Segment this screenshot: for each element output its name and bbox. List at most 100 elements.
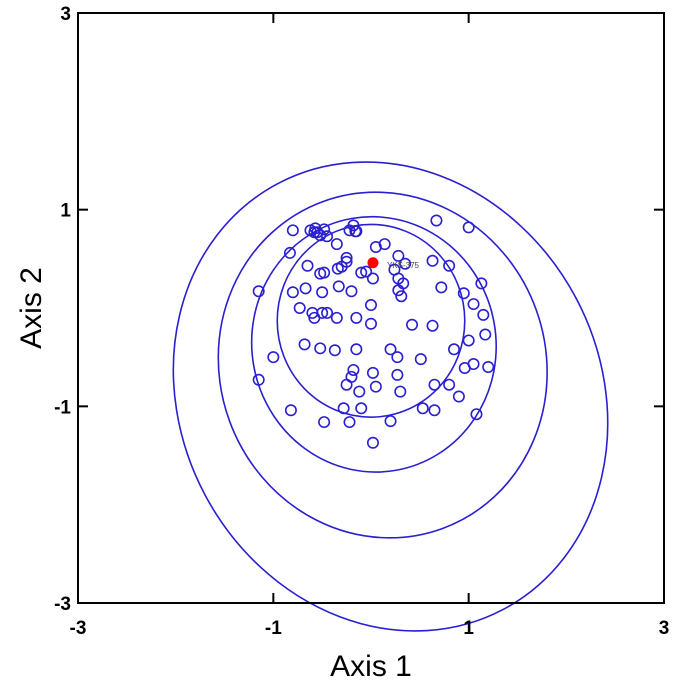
data-point <box>470 408 483 421</box>
data-point <box>366 272 379 285</box>
data-point <box>301 259 314 272</box>
data-point <box>355 266 368 279</box>
data-point <box>318 223 331 236</box>
data-point <box>378 238 391 251</box>
data-point <box>426 319 439 332</box>
y-tick-label: -1 <box>54 397 71 418</box>
data-point <box>321 230 334 243</box>
data-point <box>340 255 353 268</box>
data-point <box>391 368 404 381</box>
data-point <box>462 221 475 234</box>
data-point <box>366 436 379 449</box>
x-tick-label: -3 <box>70 618 87 639</box>
data-point <box>332 280 345 293</box>
data-point <box>328 344 341 357</box>
y-tick-label: 3 <box>60 4 71 25</box>
data-point <box>252 285 265 298</box>
data-point <box>345 285 358 298</box>
highlight-layer: YKS-375 <box>367 257 420 270</box>
data-point <box>477 308 490 321</box>
data-point <box>330 311 343 324</box>
data-point <box>458 361 471 374</box>
data-point <box>283 246 296 259</box>
plot-frame <box>77 12 665 604</box>
data-point <box>467 298 480 311</box>
confidence-ellipse-4 <box>172 161 609 632</box>
x-tick-label: -1 <box>265 618 282 639</box>
highlight-point <box>367 257 379 269</box>
data-point <box>298 338 311 351</box>
confidence-ellipse-2 <box>250 215 497 473</box>
data-point <box>347 219 360 232</box>
data-point <box>384 343 397 356</box>
data-point <box>443 259 456 272</box>
highlight-point-label: YKS-375 <box>387 261 420 270</box>
axis-ticks: -3 -1 1 3 -3 -1 1 3 <box>54 4 669 639</box>
data-point <box>394 385 407 398</box>
data-point <box>318 266 331 279</box>
data-point <box>349 225 362 238</box>
data-point <box>406 318 419 331</box>
data-point <box>355 402 368 415</box>
data-point <box>340 378 353 391</box>
data-point <box>299 282 312 295</box>
data-point <box>316 286 329 299</box>
data-point <box>462 334 475 347</box>
data-point <box>337 402 350 415</box>
data-point <box>397 277 410 290</box>
data-point <box>475 277 488 290</box>
data-point <box>366 366 379 379</box>
data-point <box>395 290 408 303</box>
data-point <box>343 416 356 429</box>
data-point <box>364 317 377 330</box>
data-point <box>435 281 448 294</box>
data-point <box>286 286 299 299</box>
data-point <box>364 299 377 312</box>
data-point <box>391 351 404 364</box>
data-point <box>350 343 363 356</box>
y-tick-label: 1 <box>60 201 71 222</box>
data-point <box>399 257 412 270</box>
x-tick-label: 1 <box>463 618 474 639</box>
data-point <box>347 363 360 376</box>
data-point <box>360 265 373 278</box>
data-point <box>314 229 327 242</box>
data-point <box>267 351 280 364</box>
data-point <box>353 385 366 398</box>
data-point <box>252 373 265 386</box>
data-point <box>482 360 495 373</box>
data-point <box>428 404 441 417</box>
data-point <box>350 311 363 324</box>
x-axis-title: Axis 1 <box>330 650 412 683</box>
data-point <box>369 380 382 393</box>
data-point <box>443 378 456 391</box>
confidence-ellipse-1 <box>276 223 466 418</box>
data-points <box>252 214 495 449</box>
data-point <box>318 416 331 429</box>
data-point <box>426 254 439 267</box>
data-point <box>330 238 343 251</box>
data-point <box>448 343 461 356</box>
data-point <box>284 404 297 417</box>
data-point <box>314 342 327 355</box>
data-point <box>384 415 397 428</box>
y-tick-label: -3 <box>54 594 71 615</box>
data-point <box>321 306 334 319</box>
data-point <box>316 306 329 319</box>
x-tick-label: 3 <box>659 618 670 639</box>
data-point <box>416 402 429 415</box>
data-point <box>414 353 427 366</box>
confidence-ellipses <box>172 161 609 632</box>
data-point <box>340 251 353 264</box>
data-point <box>286 224 299 237</box>
data-point <box>293 301 306 314</box>
data-point <box>428 378 441 391</box>
y-axis-title: Axis 2 <box>15 267 48 349</box>
data-point <box>479 328 492 341</box>
data-point <box>452 390 465 403</box>
confidence-ellipse-3 <box>217 191 548 539</box>
data-point <box>392 249 405 262</box>
data-point <box>430 214 443 227</box>
data-point <box>457 287 470 300</box>
